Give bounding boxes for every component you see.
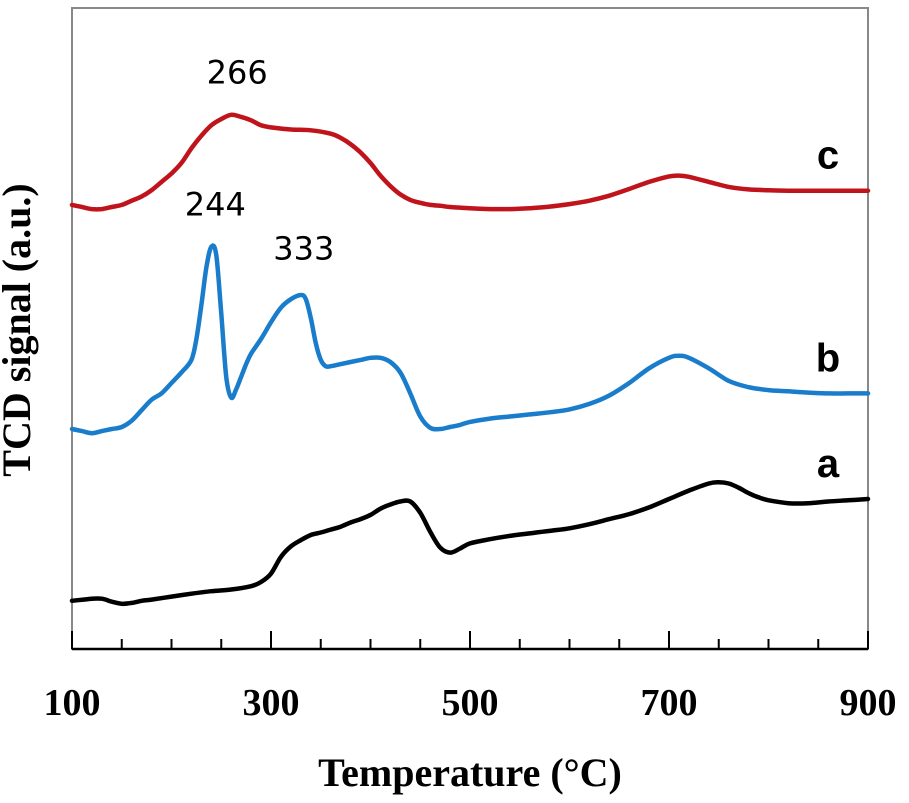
series-label-b: b xyxy=(816,336,840,380)
x-axis-ticks xyxy=(71,631,869,651)
series-label-c: c xyxy=(817,134,839,178)
peak-annotation: 266 xyxy=(207,53,268,91)
series-line-c xyxy=(69,112,871,212)
x-axis-title: Temperature (°C) xyxy=(318,750,622,795)
series-label-a: a xyxy=(817,442,840,486)
plot-frame xyxy=(71,7,869,650)
x-tick-label: 500 xyxy=(442,682,499,724)
peak-annotation: 244 xyxy=(185,185,246,223)
x-tick-label: 900 xyxy=(840,682,897,724)
x-tick-label: 100 xyxy=(44,682,101,724)
peak-annotation: 333 xyxy=(273,229,334,267)
x-tick-labels: 100 300 500 700 900 xyxy=(44,682,897,724)
y-axis-title: TCD signal (a.u.) xyxy=(0,183,39,476)
x-tick-label: 700 xyxy=(641,682,698,724)
peak-annotations: 266 244 333 xyxy=(185,53,335,267)
series-line-b xyxy=(69,243,871,436)
series-line-a xyxy=(69,480,871,607)
series-labels: a b c xyxy=(816,134,840,486)
x-tick-label: 300 xyxy=(243,682,300,724)
series-lines xyxy=(69,112,871,607)
